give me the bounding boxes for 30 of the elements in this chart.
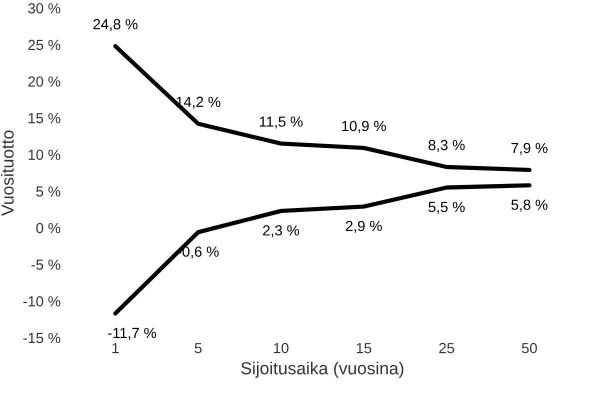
data-label: -11,7 %	[108, 328, 156, 340]
line-series	[113, 183, 532, 316]
y-tick-label: 0 %	[36, 222, 60, 234]
y-tick-label: -15 %	[23, 332, 60, 344]
y-tick-label: -10 %	[23, 296, 60, 306]
y-tick-label: 15 %	[28, 113, 60, 124]
y-tick-label: 5 %	[36, 186, 60, 197]
data-label: 2,3 %	[263, 225, 300, 238]
x-tick-label: 10	[274, 342, 289, 354]
data-label: 10,9 %	[342, 120, 386, 133]
x-tick-label: 50	[522, 342, 537, 354]
y-tick-label: 10 %	[28, 150, 60, 160]
data-label: 24,8 %	[93, 19, 138, 32]
x-tick-label: 1	[112, 343, 119, 354]
x-tick-label: 5	[194, 343, 202, 354]
data-label: 7,9 %	[512, 142, 548, 155]
data-label: 5,5 %	[428, 202, 465, 214]
x-axis-title: Sijoitusaika (vuosina)	[241, 362, 404, 378]
y-tick-label: 20 %	[28, 76, 60, 87]
data-label: 8,3 %	[428, 140, 465, 152]
y-tick-label: 30 %	[28, 3, 60, 14]
y-axis-title: Vuosituotto	[0, 130, 14, 216]
x-tick-label: 25	[439, 342, 454, 354]
y-tick-label: -5 %	[31, 260, 60, 270]
x-tick-label: 15	[356, 343, 372, 354]
data-label: 5,8 %	[511, 200, 548, 212]
line-series	[113, 44, 532, 172]
data-label: 2,9 %	[346, 220, 382, 233]
y-tick-label: 25 %	[28, 40, 60, 50]
data-label: 11,5 %	[260, 116, 303, 129]
